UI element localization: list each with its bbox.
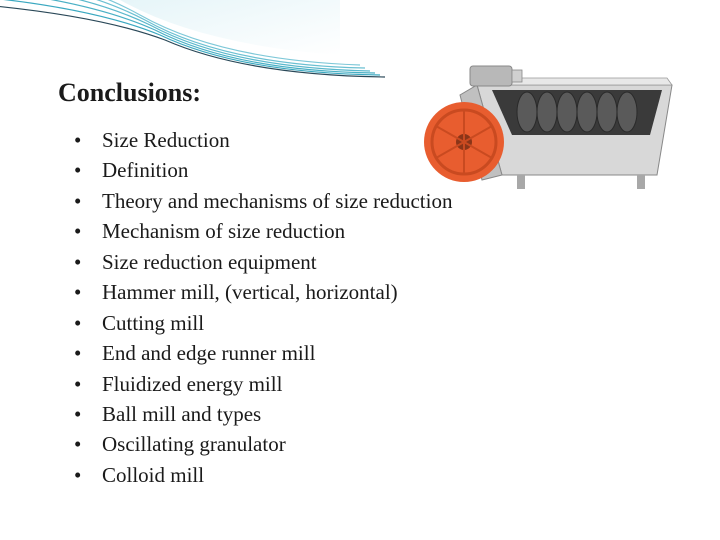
list-item: Size Reduction <box>70 125 452 155</box>
list-item: Hammer mill, (vertical, horizontal) <box>70 277 452 307</box>
list-item: Mechanism of size reduction <box>70 216 452 246</box>
list-item: Cutting mill <box>70 308 452 338</box>
list-item: Theory and mechanisms of size reduction <box>70 186 452 216</box>
list-item: End and edge runner mill <box>70 338 452 368</box>
list-item: Size reduction equipment <box>70 247 452 277</box>
page-title: Conclusions: <box>58 78 201 108</box>
conclusions-list: Size Reduction Definition Theory and mec… <box>70 125 452 490</box>
list-item: Oscillating granulator <box>70 429 452 459</box>
list-item: Ball mill and types <box>70 399 452 429</box>
list-item: Fluidized energy mill <box>70 369 452 399</box>
list-item: Colloid mill <box>70 460 452 490</box>
machine-illustration <box>422 60 682 205</box>
list-item: Definition <box>70 155 452 185</box>
